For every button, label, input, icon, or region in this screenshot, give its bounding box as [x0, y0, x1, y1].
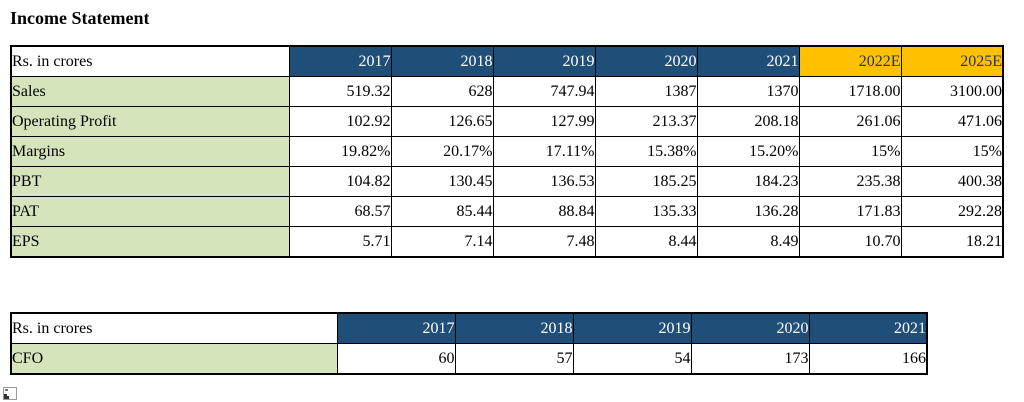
value-cell: 136.53 — [492, 166, 596, 197]
broken-image-icon — [3, 387, 17, 400]
value-cell: 127.99 — [492, 106, 596, 137]
value-cell: 18.21 — [900, 226, 1004, 258]
value-cell: 135.33 — [594, 196, 698, 227]
row-label: PBT — [10, 166, 290, 197]
value-cell: 213.37 — [594, 106, 698, 137]
row-label: CFO — [10, 343, 338, 375]
value-cell: 3100.00 — [900, 76, 1004, 107]
value-cell: 400.38 — [900, 166, 1004, 197]
year-header-2020: 2020 — [594, 45, 698, 77]
value-cell: 104.82 — [288, 166, 392, 197]
value-cell: 208.18 — [696, 106, 800, 137]
unit-label: Rs. in crores — [10, 45, 290, 77]
value-cell: 166 — [808, 343, 928, 375]
value-cell: 1718.00 — [798, 76, 902, 107]
table-row-cfo: CFO 60 57 54 173 166 — [10, 343, 928, 375]
value-cell: 88.84 — [492, 196, 596, 227]
year-header-2018: 2018 — [390, 45, 494, 77]
year-header-2019: 2019 — [572, 312, 692, 344]
value-cell: 57 — [454, 343, 574, 375]
value-cell: 130.45 — [390, 166, 494, 197]
table-row-operating-profit: Operating Profit 102.92 126.65 127.99 21… — [10, 106, 1004, 137]
value-cell: 85.44 — [390, 196, 494, 227]
year-header-2021: 2021 — [808, 312, 928, 344]
value-cell: 54 — [572, 343, 692, 375]
year-header-2019: 2019 — [492, 45, 596, 77]
year-header-2020: 2020 — [690, 312, 810, 344]
value-cell: 171.83 — [798, 196, 902, 227]
value-cell: 471.06 — [900, 106, 1004, 137]
table-row-pbt: PBT 104.82 130.45 136.53 185.25 184.23 2… — [10, 166, 1004, 197]
year-header-2021: 2021 — [696, 45, 800, 77]
value-cell: 519.32 — [288, 76, 392, 107]
year-header-2017: 2017 — [288, 45, 392, 77]
row-label: EPS — [10, 226, 290, 258]
value-cell: 102.92 — [288, 106, 392, 137]
table-row-margins: Margins 19.82% 20.17% 17.11% 15.38% 15.2… — [10, 136, 1004, 167]
year-header-2018: 2018 — [454, 312, 574, 344]
value-cell: 60 — [336, 343, 456, 375]
year-header-2017: 2017 — [336, 312, 456, 344]
value-cell: 7.48 — [492, 226, 596, 258]
row-label: Margins — [10, 136, 290, 167]
value-cell: 235.38 — [798, 166, 902, 197]
year-header-2022e: 2022E — [798, 45, 902, 77]
income-statement-table: Rs. in crores 2017 2018 2019 2020 2021 2… — [10, 45, 1004, 258]
year-header-2025e: 2025E — [900, 45, 1004, 77]
row-label: Operating Profit — [10, 106, 290, 137]
value-cell: 5.71 — [288, 226, 392, 258]
value-cell: 15.38% — [594, 136, 698, 167]
income-header-row: Rs. in crores 2017 2018 2019 2020 2021 2… — [10, 45, 1004, 77]
table-row-eps: EPS 5.71 7.14 7.48 8.44 8.49 10.70 18.21 — [10, 226, 1004, 258]
value-cell: 15% — [900, 136, 1004, 167]
value-cell: 173 — [690, 343, 810, 375]
cfo-table: Rs. in crores 2017 2018 2019 2020 2021 C… — [10, 312, 928, 375]
value-cell: 1370 — [696, 76, 800, 107]
page-title: Income Statement — [10, 8, 150, 28]
value-cell: 261.06 — [798, 106, 902, 137]
value-cell: 126.65 — [390, 106, 494, 137]
value-cell: 17.11% — [492, 136, 596, 167]
value-cell: 19.82% — [288, 136, 392, 167]
value-cell: 628 — [390, 76, 494, 107]
table-row-pat: PAT 68.57 85.44 88.84 135.33 136.28 171.… — [10, 196, 1004, 227]
value-cell: 15% — [798, 136, 902, 167]
row-label: PAT — [10, 196, 290, 227]
value-cell: 136.28 — [696, 196, 800, 227]
value-cell: 747.94 — [492, 76, 596, 107]
value-cell: 20.17% — [390, 136, 494, 167]
row-label: Sales — [10, 76, 290, 107]
cfo-header-row: Rs. in crores 2017 2018 2019 2020 2021 — [10, 312, 928, 344]
table-row-sales: Sales 519.32 628 747.94 1387 1370 1718.0… — [10, 76, 1004, 107]
value-cell: 68.57 — [288, 196, 392, 227]
value-cell: 15.20% — [696, 136, 800, 167]
value-cell: 185.25 — [594, 166, 698, 197]
unit-label: Rs. in crores — [10, 312, 338, 344]
value-cell: 292.28 — [900, 196, 1004, 227]
value-cell: 1387 — [594, 76, 698, 107]
value-cell: 10.70 — [798, 226, 902, 258]
value-cell: 7.14 — [390, 226, 494, 258]
value-cell: 184.23 — [696, 166, 800, 197]
value-cell: 8.49 — [696, 226, 800, 258]
value-cell: 8.44 — [594, 226, 698, 258]
